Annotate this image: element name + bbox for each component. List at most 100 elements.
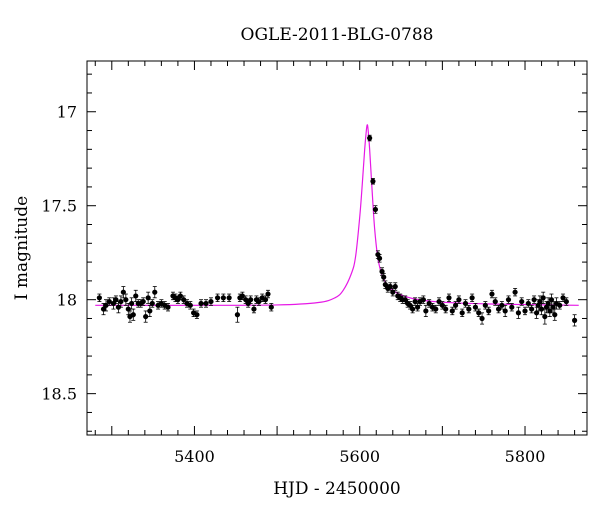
data-point (560, 295, 566, 301)
data-point (245, 300, 251, 307)
data-point (181, 297, 187, 303)
data-point (234, 312, 241, 318)
data-point (125, 306, 131, 312)
data-point (414, 304, 421, 310)
data-point (147, 308, 153, 314)
data-point (436, 298, 442, 305)
data-point (194, 312, 200, 318)
data-point (466, 306, 472, 312)
data-point (547, 308, 553, 314)
data-point (462, 300, 469, 307)
data-point (486, 308, 492, 314)
data-point (203, 300, 209, 307)
y-tick-label: 18.5 (41, 385, 77, 404)
data-point (469, 295, 475, 301)
data-point (262, 297, 269, 303)
data-point (110, 300, 117, 307)
data-point (120, 289, 126, 295)
data-point (502, 308, 508, 314)
data-point (515, 310, 522, 316)
y-axis-label: I magnitude (12, 196, 32, 300)
data-point (512, 289, 518, 295)
data-point (187, 302, 193, 308)
data-point (149, 300, 155, 307)
data-point (540, 295, 546, 301)
data-point (165, 304, 171, 310)
data-point (214, 295, 221, 301)
data-point (552, 312, 558, 318)
data-point (563, 298, 569, 305)
x-tick-label: 5400 (174, 447, 215, 466)
data-point (372, 206, 379, 213)
data-point (392, 283, 398, 290)
data-point (499, 302, 505, 308)
data-point (118, 298, 124, 305)
data-point (426, 300, 432, 307)
data-point (423, 308, 429, 314)
data-point (96, 295, 102, 301)
data-point (145, 295, 151, 301)
data-point (410, 306, 416, 312)
data-point (367, 135, 373, 141)
data-point (446, 295, 452, 301)
model-curve (95, 124, 579, 306)
data-point (113, 297, 119, 303)
chart-title: OGLE-2011-BLG-0788 (241, 25, 434, 45)
data-point (265, 291, 271, 297)
x-tick-label: 5800 (505, 447, 546, 466)
data-point (495, 306, 502, 312)
data-point (143, 313, 149, 320)
data-point (557, 302, 563, 308)
data-point (439, 302, 445, 308)
data-point (248, 297, 254, 303)
data-point (529, 306, 535, 312)
y-tick-label: 17.5 (41, 197, 77, 216)
data-point (572, 317, 578, 323)
data-point (226, 295, 232, 301)
data-point (525, 300, 531, 307)
data-point (452, 302, 459, 308)
data-point (533, 310, 540, 316)
data-point (476, 310, 482, 316)
data-point (208, 298, 214, 305)
data-point (130, 312, 136, 318)
data-point (379, 268, 385, 275)
data-point (220, 295, 226, 301)
data-point (382, 282, 388, 288)
data-point (100, 306, 107, 312)
data-point (505, 297, 512, 303)
model-curve-group (95, 124, 579, 306)
data-point (537, 298, 543, 305)
data-point (152, 289, 158, 295)
data-point (548, 297, 555, 303)
x-axis-label: HJD - 2450000 (273, 479, 401, 499)
data-point (443, 306, 449, 312)
data-point (456, 297, 462, 303)
data-point (519, 298, 525, 305)
data-point (538, 306, 545, 312)
data-point (531, 297, 537, 303)
y-tick-label: 18 (57, 291, 77, 310)
data-point (402, 297, 408, 303)
data-point (103, 302, 109, 308)
data-point (198, 300, 204, 307)
data-points-group (96, 134, 578, 327)
data-point (449, 308, 455, 314)
data-point (433, 306, 439, 312)
data-point (492, 298, 498, 305)
data-point (243, 297, 249, 303)
data-point (387, 283, 393, 290)
data-point (177, 293, 183, 299)
data-point (522, 308, 528, 314)
data-point (239, 293, 245, 299)
data-point (542, 313, 548, 320)
data-point (251, 306, 257, 312)
data-point (106, 298, 112, 305)
data-point (489, 291, 495, 297)
data-point (482, 302, 488, 308)
plot-border (86, 60, 588, 436)
data-point (550, 304, 556, 310)
data-point (370, 178, 376, 184)
data-point (175, 297, 181, 303)
